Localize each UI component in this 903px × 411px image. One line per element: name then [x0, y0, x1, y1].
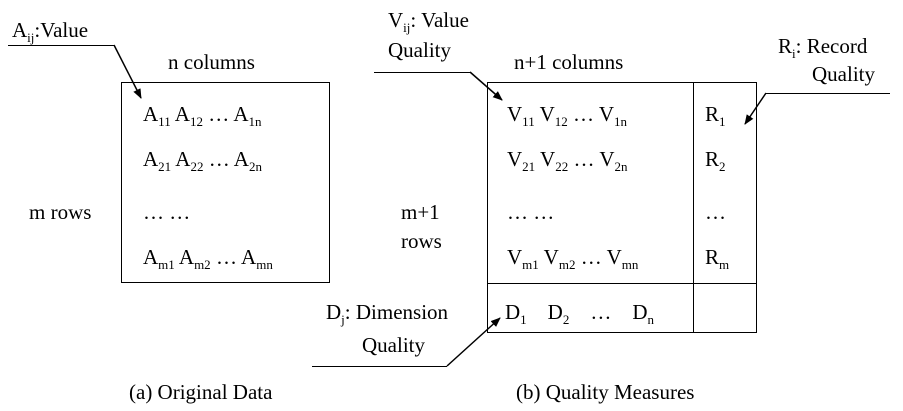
- matrix-cell: Vmn: [606, 245, 639, 272]
- matrix-cell: V1n: [598, 102, 628, 129]
- matrix-cell: A1n: [233, 102, 262, 129]
- panel-b-columns-label: n+1 columns: [514, 50, 624, 74]
- record-quality-callout-line2: Quality: [812, 62, 875, 86]
- panel-a-caption: (a) Original Data: [129, 380, 273, 404]
- panel-a-columns-label: n columns: [168, 50, 255, 74]
- original-data-row: Am1 Am2 … Amn: [143, 245, 273, 272]
- record-quality-arrow: [744, 92, 767, 125]
- original-data-row: A11 A12 … A1n: [143, 102, 262, 129]
- dimension-quality-callout-line1: Dj: Dimension: [326, 300, 449, 327]
- matrix-cell: A22: [175, 147, 204, 174]
- value-quality-row: … …: [507, 202, 554, 223]
- matrix-cell: Vm2: [543, 245, 576, 272]
- matrix-cell: …: [533, 200, 555, 224]
- matrix-cell: Vm1: [507, 245, 539, 272]
- matrix-cell: …: [580, 245, 602, 269]
- record-quality-callout-underline: [766, 93, 890, 94]
- value-callout: Aij:Value: [12, 18, 89, 45]
- value-quality-arrow: [469, 71, 503, 101]
- matrix-cell: A11: [143, 102, 171, 129]
- matrix-cell: V21: [507, 147, 536, 174]
- value-quality-row: Vm1 Vm2 … Vmn: [507, 245, 639, 272]
- dimension-quality-callout-underline: [312, 366, 447, 367]
- dimension-quality-callout-line2: Quality: [362, 333, 425, 357]
- matrix-cell: Am2: [178, 245, 211, 272]
- matrix-cell: R1: [705, 102, 726, 129]
- matrix-cell: V2n: [599, 147, 628, 174]
- record-quality-cell: Rm: [705, 245, 730, 272]
- matrix-cell: V11: [507, 102, 535, 129]
- quality-measures-matrix: [487, 82, 757, 333]
- matrix-cell: …: [573, 147, 595, 171]
- value-callout-underline: [8, 45, 114, 46]
- matrix-cell: A12: [174, 102, 203, 129]
- value-callout-arrow: [113, 44, 142, 99]
- record-quality-callout-line1: Ri: Record: [778, 34, 868, 61]
- matrix-cell: …: [169, 200, 191, 224]
- value-quality-callout-line2: Quality: [388, 38, 451, 62]
- record-quality-cell: R1: [705, 102, 726, 129]
- matrix-cell: …: [208, 147, 230, 171]
- matrix-cell: …: [590, 300, 612, 324]
- dimension-row-divider: [487, 283, 757, 284]
- matrix-cell: …: [208, 102, 230, 126]
- matrix-cell: …: [507, 200, 528, 224]
- dimension-quality-cells: D1 D2 … Dn: [505, 300, 655, 327]
- matrix-cell: …: [143, 200, 164, 224]
- value-quality-row: V21 V22 … V2n: [507, 147, 628, 174]
- matrix-cell: …: [573, 102, 594, 126]
- panel-b-rows-label-line1: m+1: [401, 200, 440, 224]
- panel-b-rows-label-line2: rows: [401, 229, 442, 253]
- dimension-quality-arrow: [446, 317, 501, 367]
- matrix-cell: Dn: [632, 300, 655, 327]
- matrix-cell: V12: [539, 102, 568, 129]
- original-data-row: … …: [143, 202, 190, 223]
- record-quality-cell: …: [705, 202, 726, 223]
- matrix-cell: D1: [505, 300, 527, 327]
- original-data-matrix: [121, 82, 330, 283]
- matrix-cell: A2n: [233, 147, 262, 174]
- matrix-cell: A21: [143, 147, 172, 174]
- panel-b-caption: (b) Quality Measures: [516, 380, 695, 404]
- matrix-cell: …: [705, 200, 726, 224]
- matrix-cell: V22: [540, 147, 569, 174]
- panel-a-rows-label: m rows: [29, 200, 92, 224]
- record-column-divider: [693, 82, 694, 333]
- matrix-cell: Am1: [143, 245, 175, 272]
- matrix-cell: Rm: [705, 245, 730, 272]
- value-quality-callout-line1: Vij: Value: [388, 8, 469, 35]
- value-quality-row: V11 V12 … V1n: [507, 102, 628, 129]
- matrix-cell: Amn: [241, 245, 273, 272]
- matrix-cell: D2: [547, 300, 570, 327]
- original-data-row: A21 A22 … A2n: [143, 147, 262, 174]
- matrix-cell: R2: [705, 147, 726, 174]
- record-quality-cell: R2: [705, 147, 726, 174]
- value-quality-callout-underline: [374, 72, 470, 73]
- matrix-cell: …: [215, 245, 237, 269]
